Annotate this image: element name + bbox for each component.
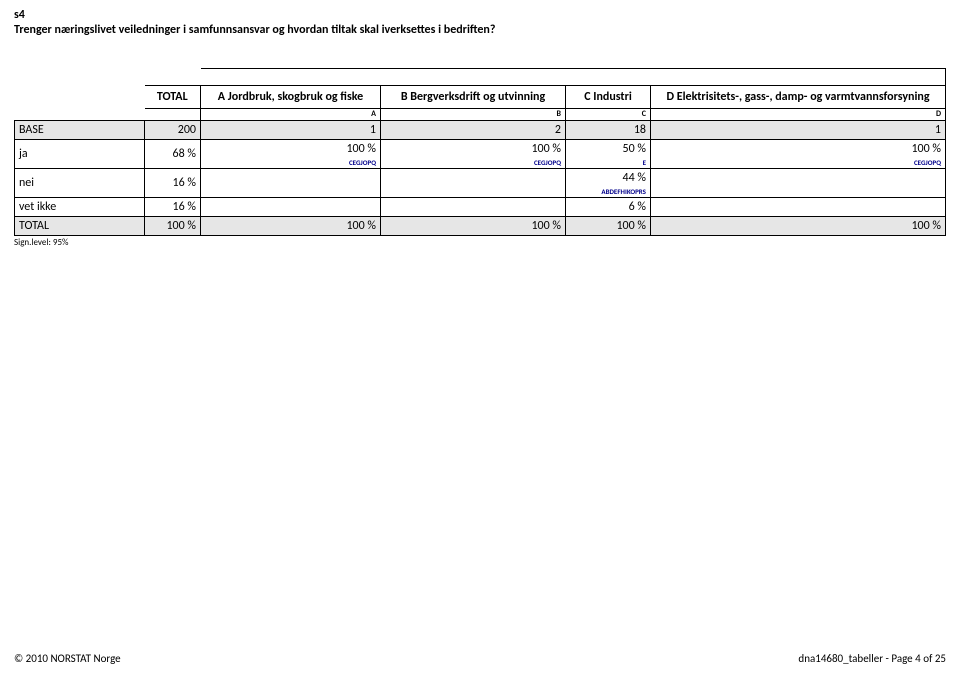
row-total-a: 100 % bbox=[201, 217, 381, 236]
row-vetikke-total: 16 % bbox=[145, 198, 201, 217]
footer-left: © 2010 NORSTAT Norge bbox=[14, 652, 121, 665]
row-nei-a bbox=[201, 169, 381, 188]
row-nei-b-marker bbox=[381, 187, 566, 198]
row-nei-a-marker bbox=[201, 187, 381, 198]
row-base-total: 200 bbox=[145, 121, 201, 140]
row-nei-total: 16 % bbox=[145, 169, 201, 198]
row-ja-d-marker: CEGJOPQ bbox=[651, 158, 946, 169]
row-total-label: TOTAL bbox=[15, 217, 145, 236]
row-base-b: 2 bbox=[381, 121, 566, 140]
row-ja-a: 100 % bbox=[201, 140, 381, 159]
row-ja-d: 100 % bbox=[651, 140, 946, 159]
row-base-c: 18 bbox=[566, 121, 651, 140]
question-code: s4 bbox=[14, 8, 946, 23]
col-total-header: TOTAL bbox=[145, 86, 201, 109]
row-total-total: 100 % bbox=[145, 217, 201, 236]
col-d-header: D Elektrisitets-, gass-, damp- og varmtv… bbox=[651, 86, 946, 109]
row-total-b: 100 % bbox=[381, 217, 566, 236]
col-d-sub: D bbox=[651, 109, 946, 121]
row-nei-c-marker: ABDEFHIKOPRS bbox=[566, 187, 651, 198]
row-vetikke-a bbox=[201, 198, 381, 217]
sign-level: Sign.level: 95% bbox=[14, 237, 946, 248]
row-nei-b bbox=[381, 169, 566, 188]
col-a-sub: A bbox=[201, 109, 381, 121]
row-base-label: BASE bbox=[15, 121, 145, 140]
row-ja-label: ja bbox=[15, 140, 145, 169]
question-text: Trenger næringslivet veiledninger i samf… bbox=[14, 23, 946, 38]
row-nei-label: nei bbox=[15, 169, 145, 198]
row-vetikke-label: vet ikke bbox=[15, 198, 145, 217]
row-nei-d bbox=[651, 169, 946, 188]
row-ja-a-marker: CEGJOPQ bbox=[201, 158, 381, 169]
row-nei-c: 44 % bbox=[566, 169, 651, 188]
data-table: TOTAL A Jordbruk, skogbruk og fiske B Be… bbox=[14, 68, 946, 236]
footer-right: dna14680_tabeller - Page 4 of 25 bbox=[798, 652, 946, 665]
row-total-d: 100 % bbox=[651, 217, 946, 236]
col-a-header: A Jordbruk, skogbruk og fiske bbox=[201, 86, 381, 109]
row-vetikke-d bbox=[651, 198, 946, 217]
row-ja-c-marker: E bbox=[566, 158, 651, 169]
col-b-header: B Bergverksdrift og utvinning bbox=[381, 86, 566, 109]
row-ja-b: 100 % bbox=[381, 140, 566, 159]
row-vetikke-b bbox=[381, 198, 566, 217]
col-c-header: C Industri bbox=[566, 86, 651, 109]
row-ja-b-marker: CEGJOPQ bbox=[381, 158, 566, 169]
row-base-d: 1 bbox=[651, 121, 946, 140]
row-base-a: 1 bbox=[201, 121, 381, 140]
col-c-sub: C bbox=[566, 109, 651, 121]
row-nei-d-marker bbox=[651, 187, 946, 198]
col-b-sub: B bbox=[381, 109, 566, 121]
row-ja-total: 68 % bbox=[145, 140, 201, 169]
row-vetikke-c: 6 % bbox=[566, 198, 651, 217]
row-ja-c: 50 % bbox=[566, 140, 651, 159]
row-total-c: 100 % bbox=[566, 217, 651, 236]
header-strip bbox=[201, 69, 946, 86]
